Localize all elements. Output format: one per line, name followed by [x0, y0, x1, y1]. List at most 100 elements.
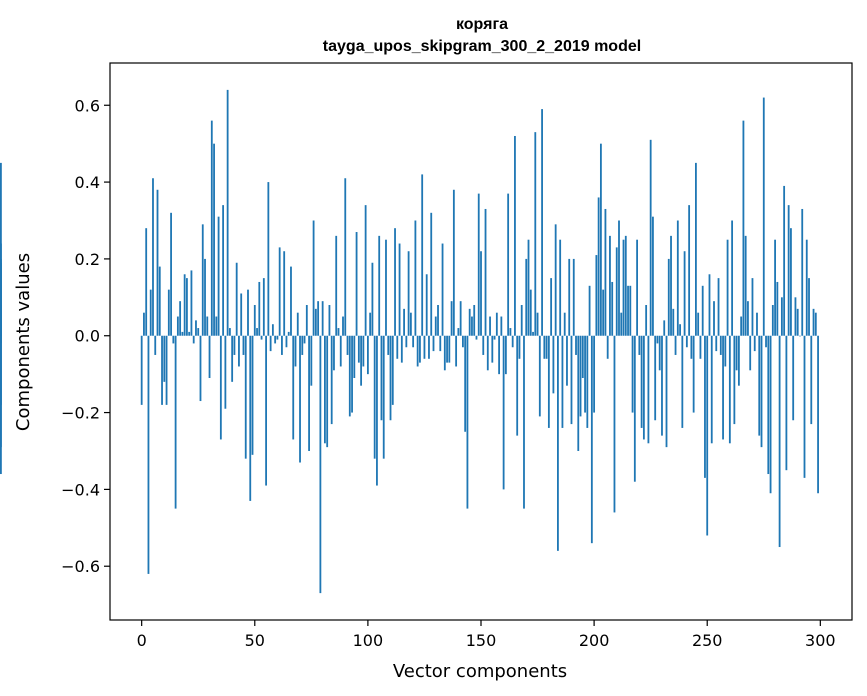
bar-117 [405, 335, 408, 348]
bar-29 [206, 316, 209, 336]
bar-273 [758, 335, 761, 436]
bar-153 [486, 335, 489, 371]
bar-248 [701, 285, 704, 336]
bar-118 [407, 251, 410, 336]
bar-280 [774, 239, 776, 336]
bar-285 [785, 335, 788, 471]
bar-3 [147, 335, 150, 574]
bar-215 [627, 285, 629, 336]
bar-63 [283, 251, 286, 336]
chart-title: коряга [456, 16, 508, 33]
bar-244 [692, 335, 695, 413]
bar-174 [534, 132, 537, 336]
bar-18 [181, 331, 184, 336]
bar-72 [303, 335, 306, 344]
bar-252 [710, 335, 713, 444]
bar-293 [803, 335, 806, 478]
bar-257 [722, 335, 724, 440]
bar-121 [414, 220, 417, 336]
bar-103 [373, 335, 376, 459]
bar-141 [459, 301, 462, 336]
bar-102 [371, 262, 374, 336]
bar-7 [156, 189, 159, 336]
bar-224 [647, 335, 650, 444]
x-tick-label: 250 [692, 631, 723, 650]
x-tick-label: 100 [353, 631, 384, 650]
bar-278 [769, 335, 772, 494]
bar-125 [423, 335, 426, 359]
bar-87 [337, 328, 340, 336]
bar-59 [274, 335, 277, 344]
bar-289 [794, 297, 797, 336]
bar-85 [333, 335, 335, 371]
bar-249 [704, 335, 706, 478]
bar-76 [312, 220, 315, 336]
bar-84 [330, 335, 333, 425]
bar-130 [434, 316, 437, 336]
bar-284 [783, 185, 786, 336]
bar-207 [609, 235, 611, 336]
bar-96 [357, 335, 360, 363]
bar-219 [636, 239, 638, 336]
bar-94 [353, 335, 356, 378]
bar-11 [165, 335, 168, 405]
bar-undefined [0, 335, 2, 448]
bar-151 [482, 335, 485, 355]
y-tick-label: 0.4 [75, 173, 100, 192]
bar-263 [735, 335, 738, 371]
bar-188 [566, 335, 568, 386]
bar-88 [339, 335, 342, 367]
bar-274 [760, 335, 763, 448]
bar-233 [667, 258, 670, 336]
bar-146 [471, 316, 473, 336]
bar-184 [557, 335, 559, 551]
bar-216 [629, 285, 632, 336]
bar-291 [799, 335, 801, 337]
bar-192 [575, 335, 577, 355]
bar-73 [305, 305, 308, 336]
bar-100 [366, 335, 369, 375]
bar-123 [419, 335, 421, 363]
bar-218 [633, 335, 636, 482]
bar-243 [690, 335, 693, 359]
bar-13 [170, 212, 172, 336]
bar-253 [713, 301, 715, 336]
bar-210 [615, 247, 618, 336]
chart-subtitle: tayga_upos_skipgram_300_2_2019 model [323, 38, 641, 55]
bar-20 [186, 278, 188, 336]
bar-52 [258, 281, 261, 336]
bar-276 [765, 335, 767, 348]
bar-255 [717, 278, 720, 336]
bar-231 [663, 320, 666, 336]
bar-171 [527, 239, 530, 336]
bar-172 [529, 289, 532, 336]
bar-290 [796, 308, 799, 336]
bar-136 [448, 335, 451, 363]
bar-122 [416, 335, 419, 367]
bar-176 [538, 335, 541, 417]
bar-250 [706, 335, 709, 536]
bar-205 [604, 208, 607, 336]
bar-222 [642, 335, 645, 440]
bar-194 [579, 335, 582, 417]
bar-101 [369, 312, 372, 336]
bar-247 [699, 335, 702, 359]
bar-193 [577, 335, 580, 451]
bar-181 [550, 278, 553, 336]
bar-177 [541, 109, 543, 336]
bar-104 [376, 335, 378, 486]
bar-9 [161, 335, 163, 405]
bar-165 [514, 135, 516, 336]
bar-135 [446, 335, 448, 363]
bar-147 [473, 305, 476, 336]
bar-107 [382, 335, 385, 459]
bar-83 [328, 305, 331, 336]
bar-197 [586, 335, 589, 428]
bar-279 [771, 305, 774, 336]
bar-127 [428, 335, 430, 359]
y-tick-label: −0.4 [61, 480, 100, 499]
bar-95 [355, 232, 358, 336]
bar-201 [595, 255, 598, 336]
bar-126 [425, 274, 428, 336]
bar-144 [466, 335, 469, 509]
